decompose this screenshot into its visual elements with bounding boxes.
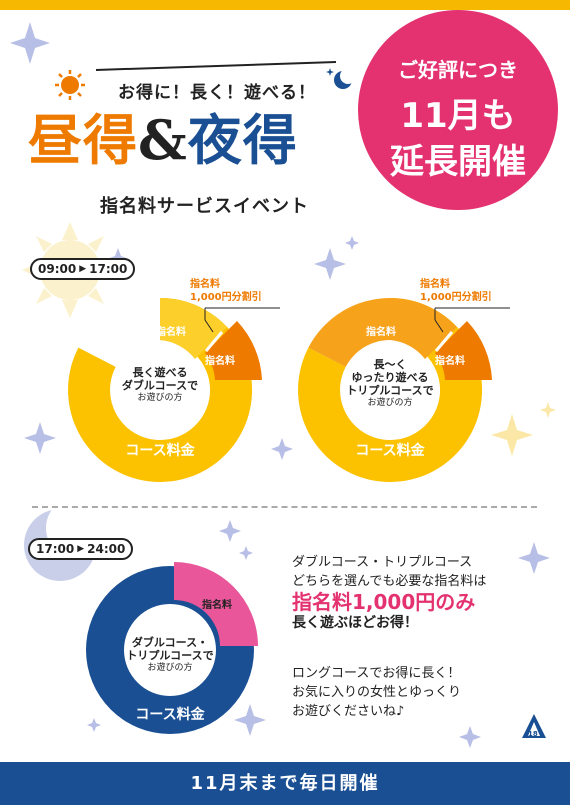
top-accent-bar	[0, 0, 570, 10]
day-chart-1-nomination: 指名料	[156, 327, 186, 338]
center-line: 長く遊べる	[132, 366, 188, 379]
day-chart-1-center: 長く遊べる ダブルコースで お遊びの方	[108, 366, 212, 405]
moon-icon	[326, 68, 356, 89]
center-line: トリプルコースで	[346, 384, 434, 397]
center-line: ダブルコース・	[131, 636, 209, 649]
arrow-right-icon: ▶	[79, 264, 87, 274]
discount-label-1: 指名料	[190, 279, 220, 290]
day-chart-2-discount: 指名料 1,000円分割引	[420, 278, 492, 304]
info-line: ロングコースでお得に長く！	[292, 666, 461, 681]
night-info: ダブルコース・トリプルコース どちらを選んでも必要な指名料は 指名料1,000円…	[292, 553, 486, 633]
day-chart-2-nomination-discount: 指名料	[435, 356, 465, 367]
center-line: お遊びの方	[367, 398, 413, 408]
night-chart-graphic	[86, 562, 258, 734]
center-line: ゆったり遊べる	[351, 371, 429, 384]
night-chart-center: ダブルコース・ トリプルコースで お遊びの方	[118, 636, 222, 675]
day-time-start: 09:00	[38, 262, 77, 276]
day-chart-1-discount: 指名料 1,000円分割引	[190, 278, 262, 304]
yellow-sparkle-icons	[491, 402, 556, 456]
arrow-right-icon: ▶	[77, 544, 85, 554]
day-chart-1-graphic	[68, 297, 280, 482]
day-time-end: 17:00	[89, 262, 128, 276]
title-night: 夜得	[187, 108, 298, 172]
main-title: 昼得&夜得	[28, 96, 298, 175]
badge-line-2: 11月も	[400, 96, 516, 136]
night-time-end: 24:00	[87, 542, 126, 556]
discount-label-2: 1,000円分割引	[190, 292, 262, 303]
info-line: お気に入りの女性とゆっくり	[292, 685, 462, 700]
day-time-tag: 09:00 ▶ 17:00	[30, 258, 136, 280]
discount-label-1: 指名料	[420, 279, 450, 290]
center-line: お遊びの方	[147, 663, 193, 673]
title-day: 昼得	[28, 108, 138, 172]
night-info-2: ロングコースでお得に長く！ お気に入りの女性とゆっくり お遊びくださいね♪	[292, 664, 461, 721]
catchphrase: お得に！長く！遊べる！	[118, 83, 316, 103]
brand-logo-icon	[522, 714, 546, 738]
day-chart-2-graphic	[298, 298, 510, 482]
center-line: ダブルコースで	[121, 379, 199, 392]
title-amp: &	[138, 108, 188, 172]
day-chart-1-nomination-discount: 指名料	[205, 356, 235, 367]
badge-line-1: ご好評につき	[398, 58, 518, 82]
section-divider	[32, 506, 537, 508]
center-line: トリプルコースで	[126, 649, 214, 662]
sun-icon	[55, 70, 85, 100]
discount-label-2: 1,000円分割引	[420, 292, 492, 303]
info-line: どちらを選んでも必要な指名料は	[292, 574, 487, 589]
extension-badge: ご好評につき 11月も 延長開催	[358, 10, 558, 210]
brand-logo-text: 18	[528, 730, 538, 738]
info-bold: 長く遊ぶほどお得！	[292, 615, 418, 631]
night-chart-course: コース料金	[135, 707, 205, 723]
footer-bar: 11月末まで毎日開催	[0, 762, 570, 805]
night-chart-nomination: 指名料	[202, 600, 232, 611]
info-line: ダブルコース・トリプルコース	[292, 555, 473, 570]
badge-line-3: 延長開催	[390, 142, 526, 182]
info-line: お遊びくださいね♪	[292, 704, 405, 719]
info-highlight: 指名料1,000円のみ	[292, 590, 476, 614]
night-time-tag: 17:00 ▶ 24:00	[28, 538, 134, 560]
night-time-start: 17:00	[36, 542, 75, 556]
day-chart-2-nomination: 指名料	[366, 327, 396, 338]
subtitle: 指名料サービスイベント	[100, 196, 309, 217]
center-line: お遊びの方	[137, 393, 183, 403]
day-chart-1-course: コース料金	[125, 443, 195, 459]
day-chart-2-center: 長～く ゆったり遊べる トリプルコースで お遊びの方	[338, 358, 442, 410]
day-chart-2-course: コース料金	[355, 443, 425, 459]
center-line: 長～く	[373, 358, 407, 371]
